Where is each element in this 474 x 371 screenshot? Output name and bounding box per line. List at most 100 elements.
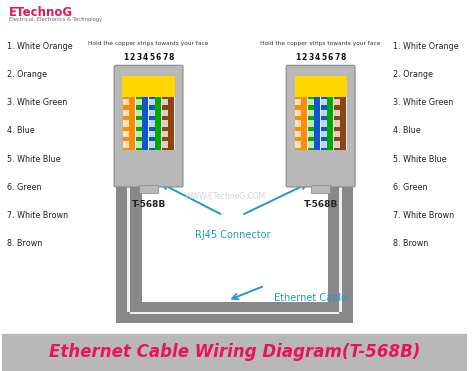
- Bar: [334, 109, 340, 116]
- Bar: [123, 97, 129, 150]
- Bar: [340, 97, 346, 150]
- Bar: [334, 97, 340, 150]
- Bar: [162, 141, 168, 148]
- Text: 8. Brown: 8. Brown: [7, 239, 42, 248]
- Bar: [122, 76, 174, 150]
- Text: 1: 1: [123, 53, 128, 62]
- Text: ETechnoG: ETechnoG: [9, 6, 73, 19]
- Text: 4: 4: [143, 53, 148, 62]
- Bar: [162, 99, 168, 105]
- Bar: [149, 109, 155, 116]
- Text: 4. Blue: 4. Blue: [393, 127, 420, 135]
- Text: 6: 6: [328, 53, 333, 62]
- Text: 5. White Blue: 5. White Blue: [393, 155, 447, 164]
- Bar: [136, 109, 142, 116]
- Text: 3: 3: [136, 53, 141, 62]
- Bar: [321, 99, 327, 105]
- Text: 8: 8: [341, 53, 346, 62]
- Bar: [321, 141, 327, 148]
- Bar: [162, 120, 168, 127]
- Bar: [136, 99, 142, 105]
- Bar: [139, 185, 158, 193]
- Text: 6: 6: [155, 53, 161, 62]
- Text: T-568B: T-568B: [303, 200, 338, 209]
- Bar: [122, 76, 174, 97]
- Text: 5: 5: [149, 53, 155, 62]
- Bar: [301, 97, 307, 150]
- Bar: [149, 97, 155, 150]
- Bar: [295, 97, 301, 150]
- Bar: [162, 109, 168, 116]
- Text: 5. White Blue: 5. White Blue: [7, 155, 60, 164]
- Bar: [116, 302, 353, 323]
- Text: T-568B: T-568B: [131, 200, 165, 209]
- Bar: [123, 120, 129, 127]
- Bar: [116, 178, 142, 323]
- Bar: [314, 97, 320, 150]
- Bar: [295, 131, 301, 137]
- Bar: [149, 141, 155, 148]
- Bar: [149, 120, 155, 127]
- Bar: [123, 141, 129, 148]
- Text: 1: 1: [295, 53, 301, 62]
- Bar: [339, 178, 342, 312]
- Bar: [168, 97, 174, 150]
- Bar: [321, 120, 327, 127]
- Bar: [334, 120, 340, 127]
- Bar: [308, 141, 314, 148]
- Bar: [162, 131, 168, 137]
- Bar: [155, 97, 161, 150]
- Bar: [123, 99, 129, 105]
- Text: 7: 7: [162, 53, 167, 62]
- Bar: [123, 109, 129, 116]
- Bar: [334, 141, 340, 148]
- Text: 2: 2: [302, 53, 307, 62]
- Bar: [308, 99, 314, 105]
- Text: 1. White Orange: 1. White Orange: [393, 42, 458, 51]
- Bar: [149, 131, 155, 137]
- Text: Electrical, Electronics & Technology: Electrical, Electronics & Technology: [9, 17, 102, 22]
- Bar: [128, 178, 130, 312]
- Text: 3. White Green: 3. White Green: [7, 98, 67, 107]
- Text: 2: 2: [129, 53, 135, 62]
- Bar: [149, 99, 155, 105]
- Bar: [308, 131, 314, 137]
- Text: Ethernet Cable: Ethernet Cable: [274, 293, 347, 303]
- Bar: [136, 120, 142, 127]
- Bar: [2, 334, 467, 371]
- Bar: [328, 97, 333, 150]
- Text: 4: 4: [315, 53, 320, 62]
- Bar: [130, 312, 339, 313]
- Bar: [308, 120, 314, 127]
- Bar: [328, 178, 353, 323]
- Text: 2. Orange: 2. Orange: [393, 70, 433, 79]
- Bar: [321, 109, 327, 116]
- Text: 8. Brown: 8. Brown: [393, 239, 428, 248]
- Text: 7. White Brown: 7. White Brown: [393, 211, 454, 220]
- Text: WWW.ETechnoG.COM: WWW.ETechnoG.COM: [185, 192, 266, 201]
- Text: Ethernet Cable Wiring Diagram(T-568B): Ethernet Cable Wiring Diagram(T-568B): [49, 344, 420, 361]
- FancyBboxPatch shape: [286, 65, 355, 187]
- Bar: [294, 76, 346, 150]
- Bar: [334, 99, 340, 105]
- Bar: [321, 97, 327, 150]
- Text: 6. Green: 6. Green: [393, 183, 427, 192]
- Bar: [162, 97, 168, 150]
- Bar: [295, 120, 301, 127]
- Text: 1. White Orange: 1. White Orange: [7, 42, 73, 51]
- Bar: [123, 131, 129, 137]
- Bar: [311, 185, 330, 193]
- Text: 3: 3: [308, 53, 313, 62]
- Bar: [295, 99, 301, 105]
- Text: 5: 5: [321, 53, 327, 62]
- Bar: [294, 76, 346, 97]
- Text: 6. Green: 6. Green: [7, 183, 41, 192]
- Text: 4. Blue: 4. Blue: [7, 127, 35, 135]
- Bar: [321, 131, 327, 137]
- Text: Hold the copper strips towards your face: Hold the copper strips towards your face: [88, 42, 209, 46]
- Bar: [142, 97, 148, 150]
- Text: 7: 7: [334, 53, 339, 62]
- Bar: [129, 97, 135, 150]
- Text: 7. White Brown: 7. White Brown: [7, 211, 68, 220]
- Text: 3. White Green: 3. White Green: [393, 98, 453, 107]
